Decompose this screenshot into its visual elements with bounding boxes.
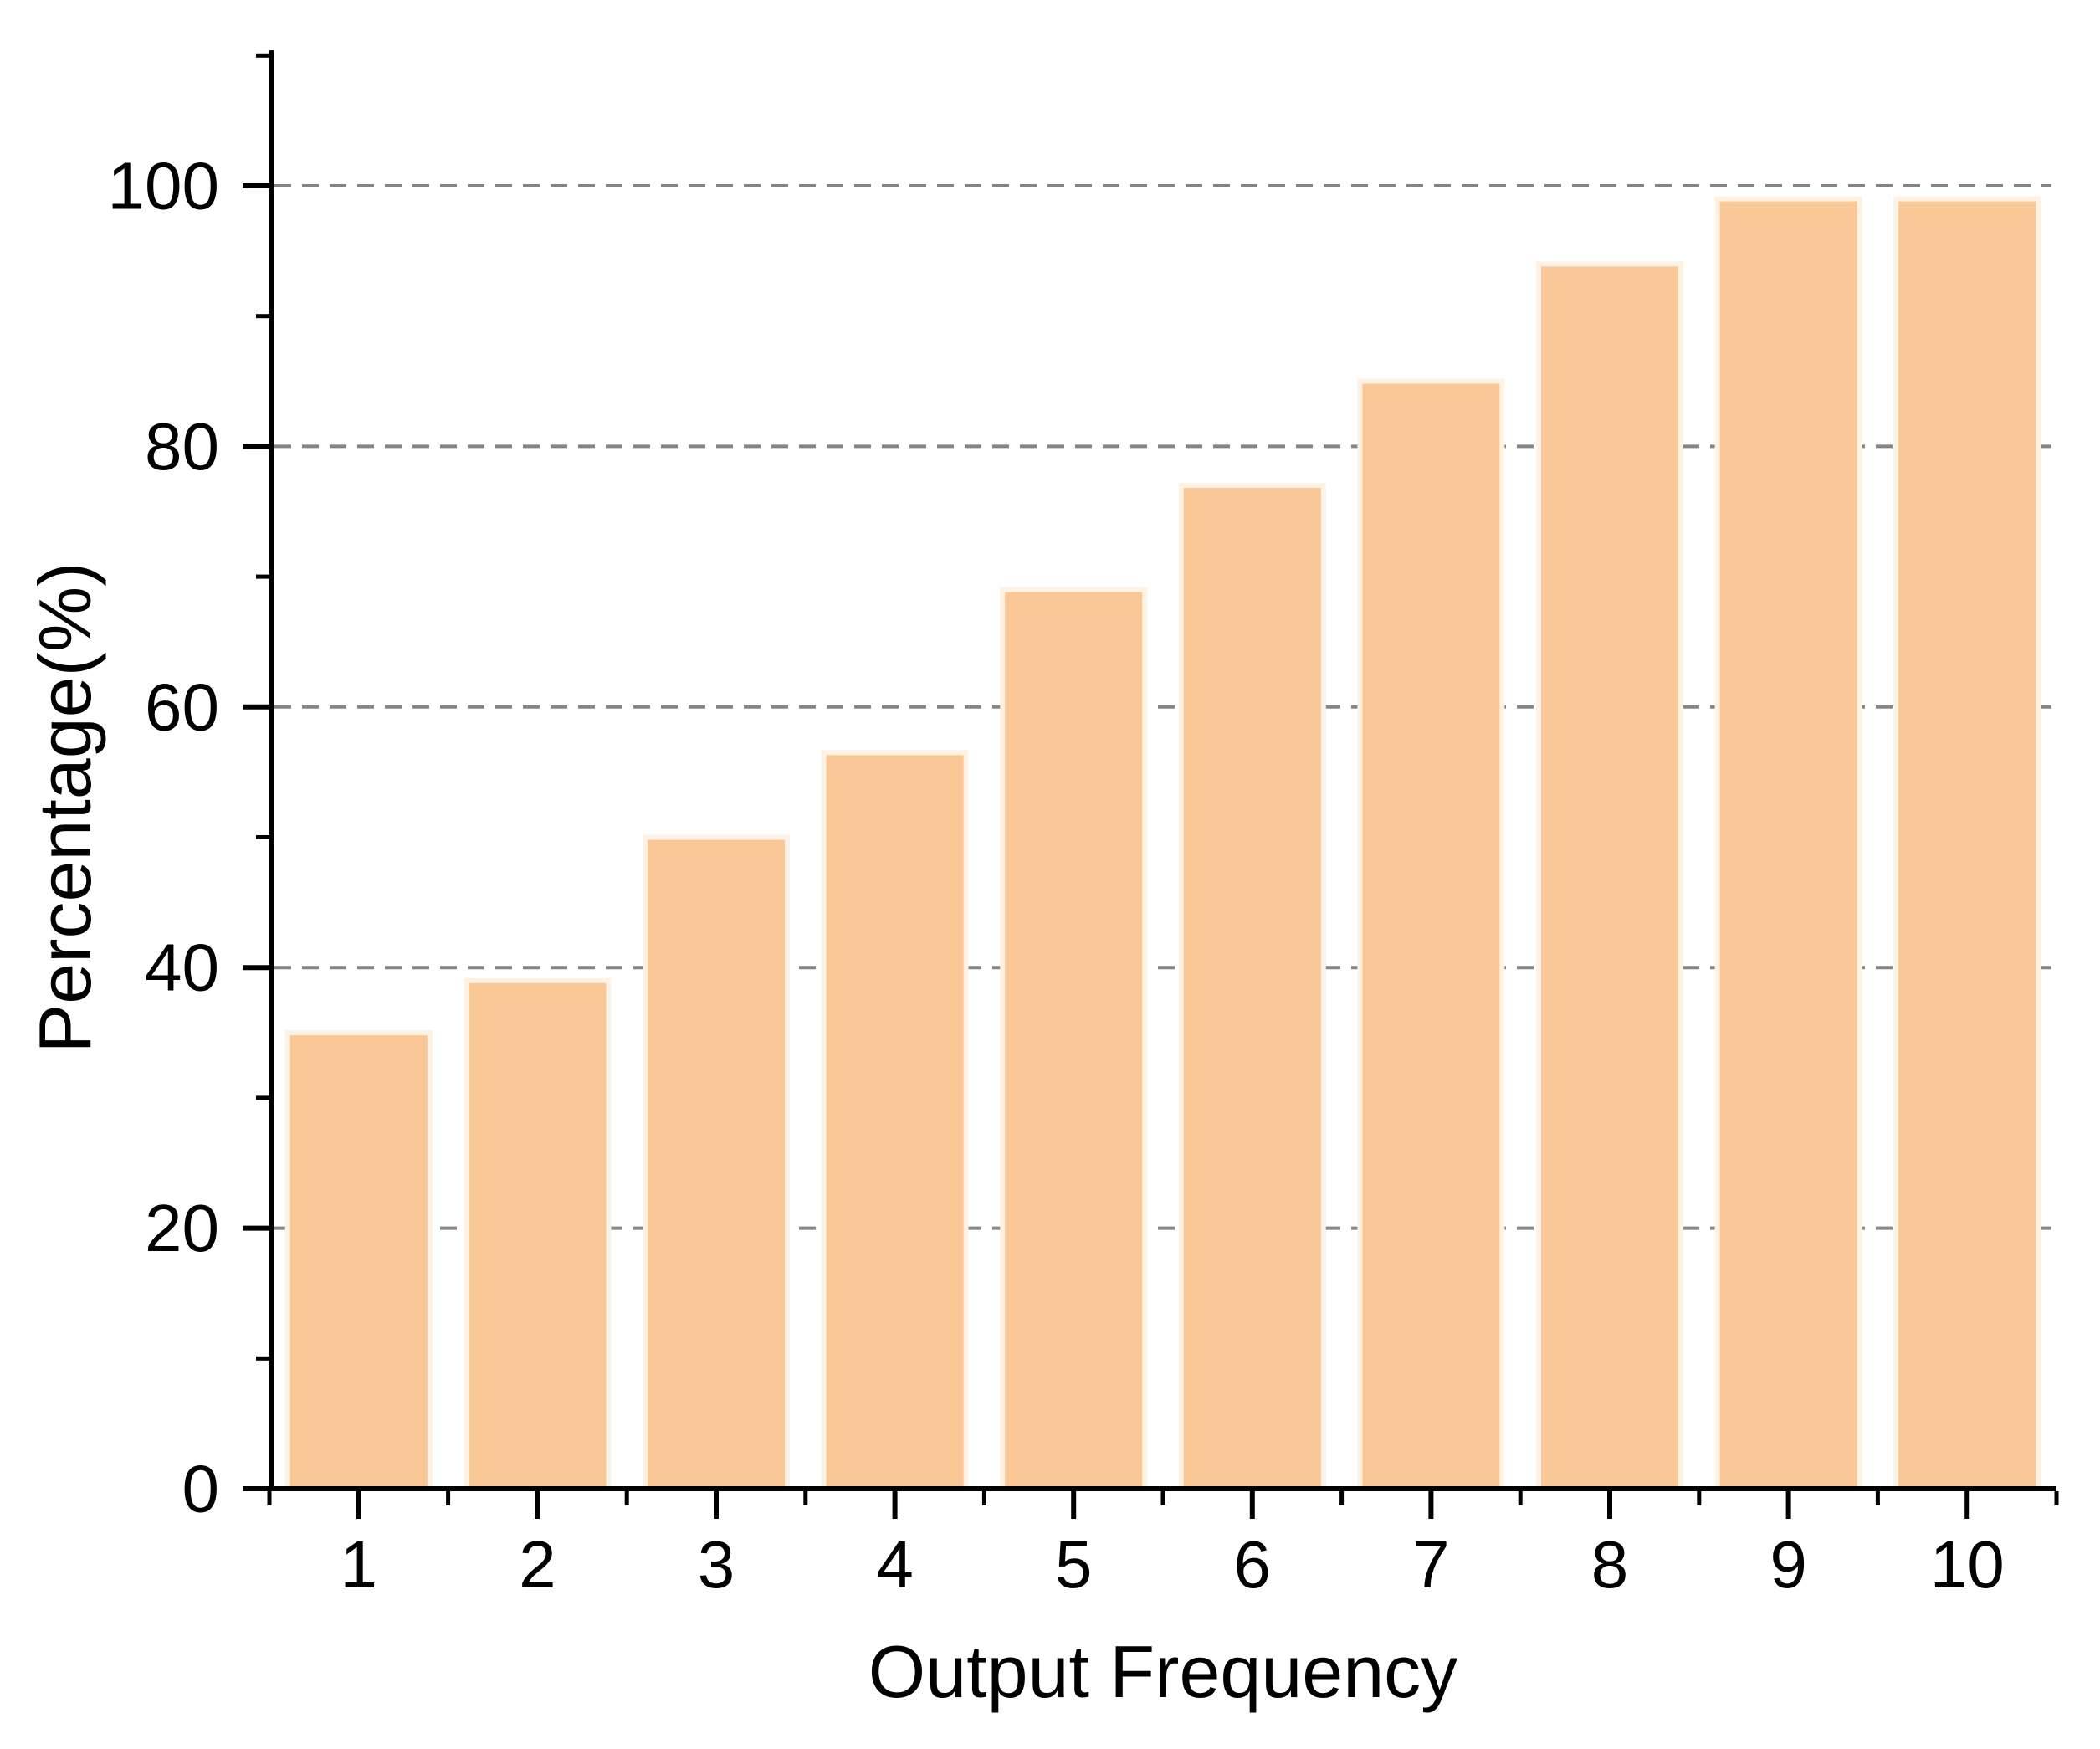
bar-10 (1893, 196, 2041, 1492)
y-tick-label-80: 80 (145, 409, 219, 484)
x-tick-label-6: 6 (1234, 1527, 1272, 1602)
x-tick-label-2: 2 (519, 1527, 556, 1602)
tick-labels: 0 20 40 60 80 100 1 2 3 4 5 6 7 8 9 10 (108, 149, 2005, 1603)
bar-9 (1714, 196, 1862, 1492)
x-tick-label-5: 5 (1055, 1527, 1093, 1602)
axes (269, 50, 2056, 1491)
bar-6 (1178, 483, 1326, 1491)
x-axis-title: Output Frequency (868, 1630, 1457, 1713)
axis-titles: Output Frequency Percentage(%) (23, 562, 1457, 1713)
x-tick-label-3: 3 (698, 1527, 735, 1602)
x-tick-label-9: 9 (1770, 1527, 1807, 1602)
x-tick-label-7: 7 (1412, 1527, 1450, 1602)
y-tick-label-0: 0 (182, 1452, 220, 1526)
bar-3 (643, 834, 790, 1491)
x-tick-label-8: 8 (1591, 1527, 1629, 1602)
bar-8 (1536, 261, 1683, 1491)
y-tick-label-20: 20 (145, 1191, 219, 1265)
bar-1 (284, 1030, 433, 1492)
gridlines (274, 184, 2051, 1230)
y-axis-title: Percentage(%) (23, 562, 106, 1054)
y-tick-label-100: 100 (108, 149, 219, 223)
x-tick-label-1: 1 (341, 1527, 378, 1602)
bars (284, 196, 2041, 1492)
y-tick-label-60: 60 (145, 669, 219, 744)
bar-4 (821, 750, 969, 1491)
bar-2 (464, 977, 612, 1491)
x-tick-label-4: 4 (876, 1527, 914, 1602)
bar-5 (1000, 587, 1148, 1491)
y-tick-label-40: 40 (145, 931, 219, 1005)
axis-ticks (243, 53, 2059, 1519)
x-tick-label-10: 10 (1930, 1527, 2005, 1602)
bar-7 (1357, 378, 1505, 1491)
